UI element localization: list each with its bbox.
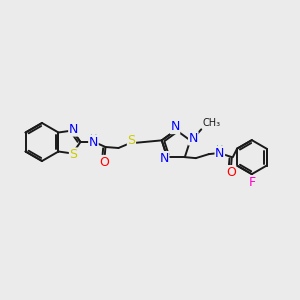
Text: N: N	[69, 123, 78, 136]
Text: H: H	[90, 134, 97, 144]
Text: H: H	[216, 145, 224, 155]
Text: N: N	[215, 147, 224, 160]
Text: O: O	[226, 166, 236, 178]
Text: F: F	[248, 176, 255, 189]
Text: CH₃: CH₃	[202, 118, 220, 128]
Text: N: N	[160, 152, 169, 165]
Text: S: S	[70, 148, 77, 161]
Text: O: O	[100, 155, 110, 169]
Text: N: N	[189, 132, 198, 145]
Text: S: S	[128, 134, 136, 148]
Text: N: N	[170, 121, 180, 134]
Text: N: N	[89, 136, 98, 148]
